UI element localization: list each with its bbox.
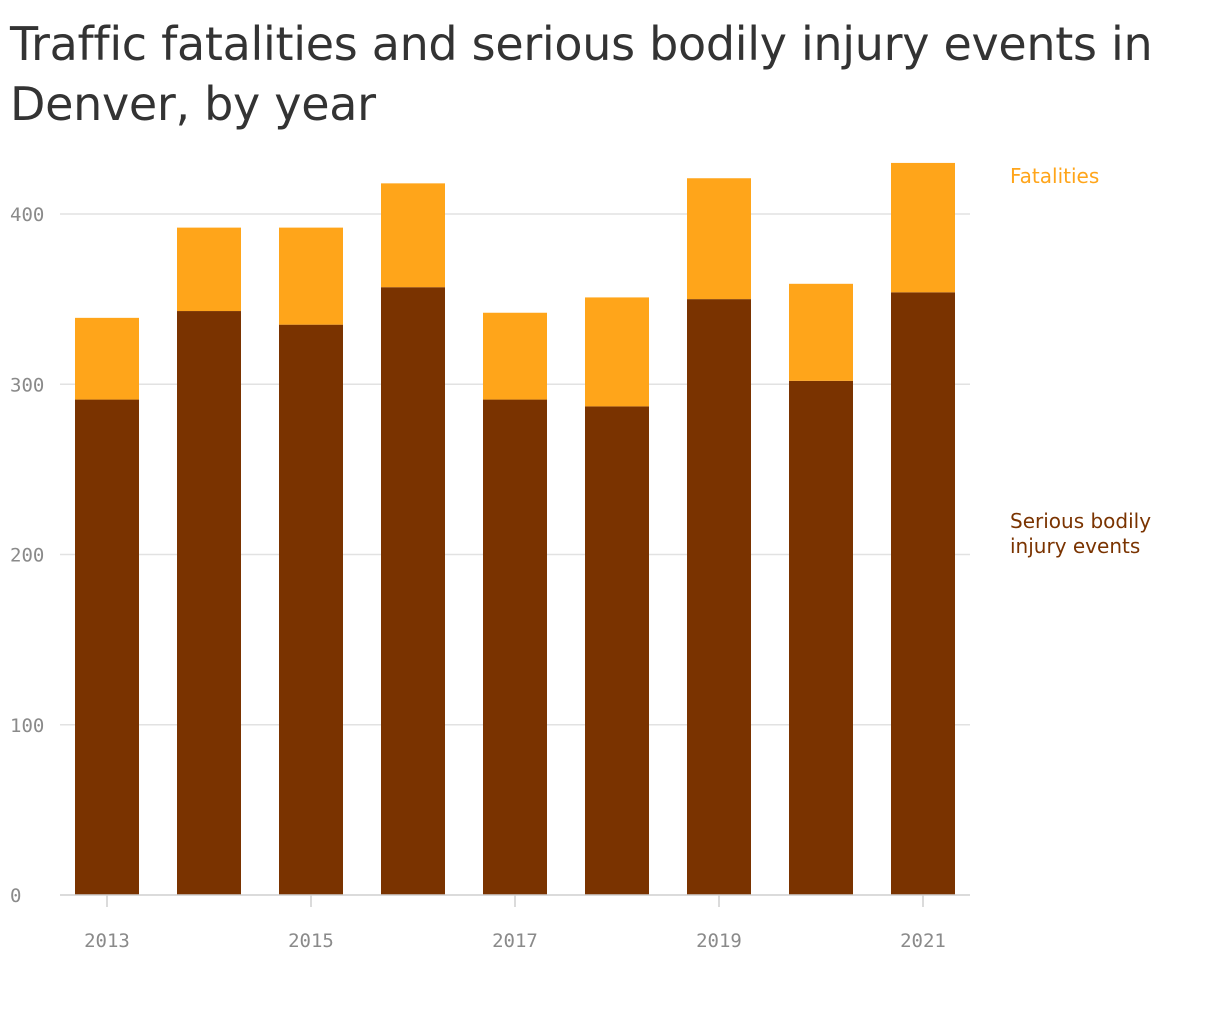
- x-tick-label-2017: 2017: [492, 930, 538, 952]
- bar-2014-fatalities: [177, 227, 241, 312]
- y-tick-label-200: 200: [10, 545, 44, 567]
- bar-2014-serious-injury: [177, 311, 241, 896]
- bar-2019-serious-injury: [687, 299, 751, 895]
- chart-title: Traffic fatalities and serious bodily in…: [10, 17, 1153, 131]
- bar-2020-fatalities: [789, 283, 853, 381]
- x-tick-label-2021: 2021: [900, 930, 946, 952]
- y-tick-label-300: 300: [10, 374, 44, 396]
- bar-2013-serious-injury: [75, 399, 139, 895]
- bar-2016-fatalities: [381, 183, 445, 288]
- legend: Serious bodily injury events Fatalities: [1010, 164, 1151, 558]
- bar-2021-fatalities: [891, 162, 955, 293]
- y-tick-label-100: 100: [10, 715, 44, 737]
- x-tick-label-2013: 2013: [84, 930, 130, 952]
- y-tick-label-0: 0: [10, 885, 21, 907]
- x-tick-label-2019: 2019: [696, 930, 742, 952]
- legend-label-serious-injury: Serious bodily injury events: [1010, 509, 1151, 558]
- bar-2019-fatalities: [687, 178, 751, 300]
- legend-label-line: Fatalities: [1010, 164, 1099, 188]
- bar-2015-fatalities: [279, 227, 343, 325]
- bar-2016-serious-injury: [381, 287, 445, 895]
- x-tick-label-2015: 2015: [288, 930, 334, 952]
- bar-2017-fatalities: [483, 312, 547, 400]
- bar-2018-serious-injury: [585, 406, 649, 895]
- bar-2021-serious-injury: [891, 292, 955, 895]
- y-tick-label-400: 400: [10, 204, 44, 226]
- bar-2015-serious-injury: [279, 324, 343, 896]
- legend-label-line: injury events: [1010, 534, 1140, 558]
- axes: 0 100 200 300 400 2013 2015 2017 2019 2021: [10, 204, 970, 952]
- bar-2020-serious-injury: [789, 380, 853, 896]
- legend-label-line: Serious bodily: [1010, 509, 1151, 533]
- bar-2018-fatalities: [585, 297, 649, 407]
- bar-2013-fatalities: [75, 317, 139, 400]
- bars: [75, 162, 955, 896]
- legend-label-fatalities: Fatalities: [1010, 164, 1099, 188]
- bar-2017-serious-injury: [483, 399, 547, 895]
